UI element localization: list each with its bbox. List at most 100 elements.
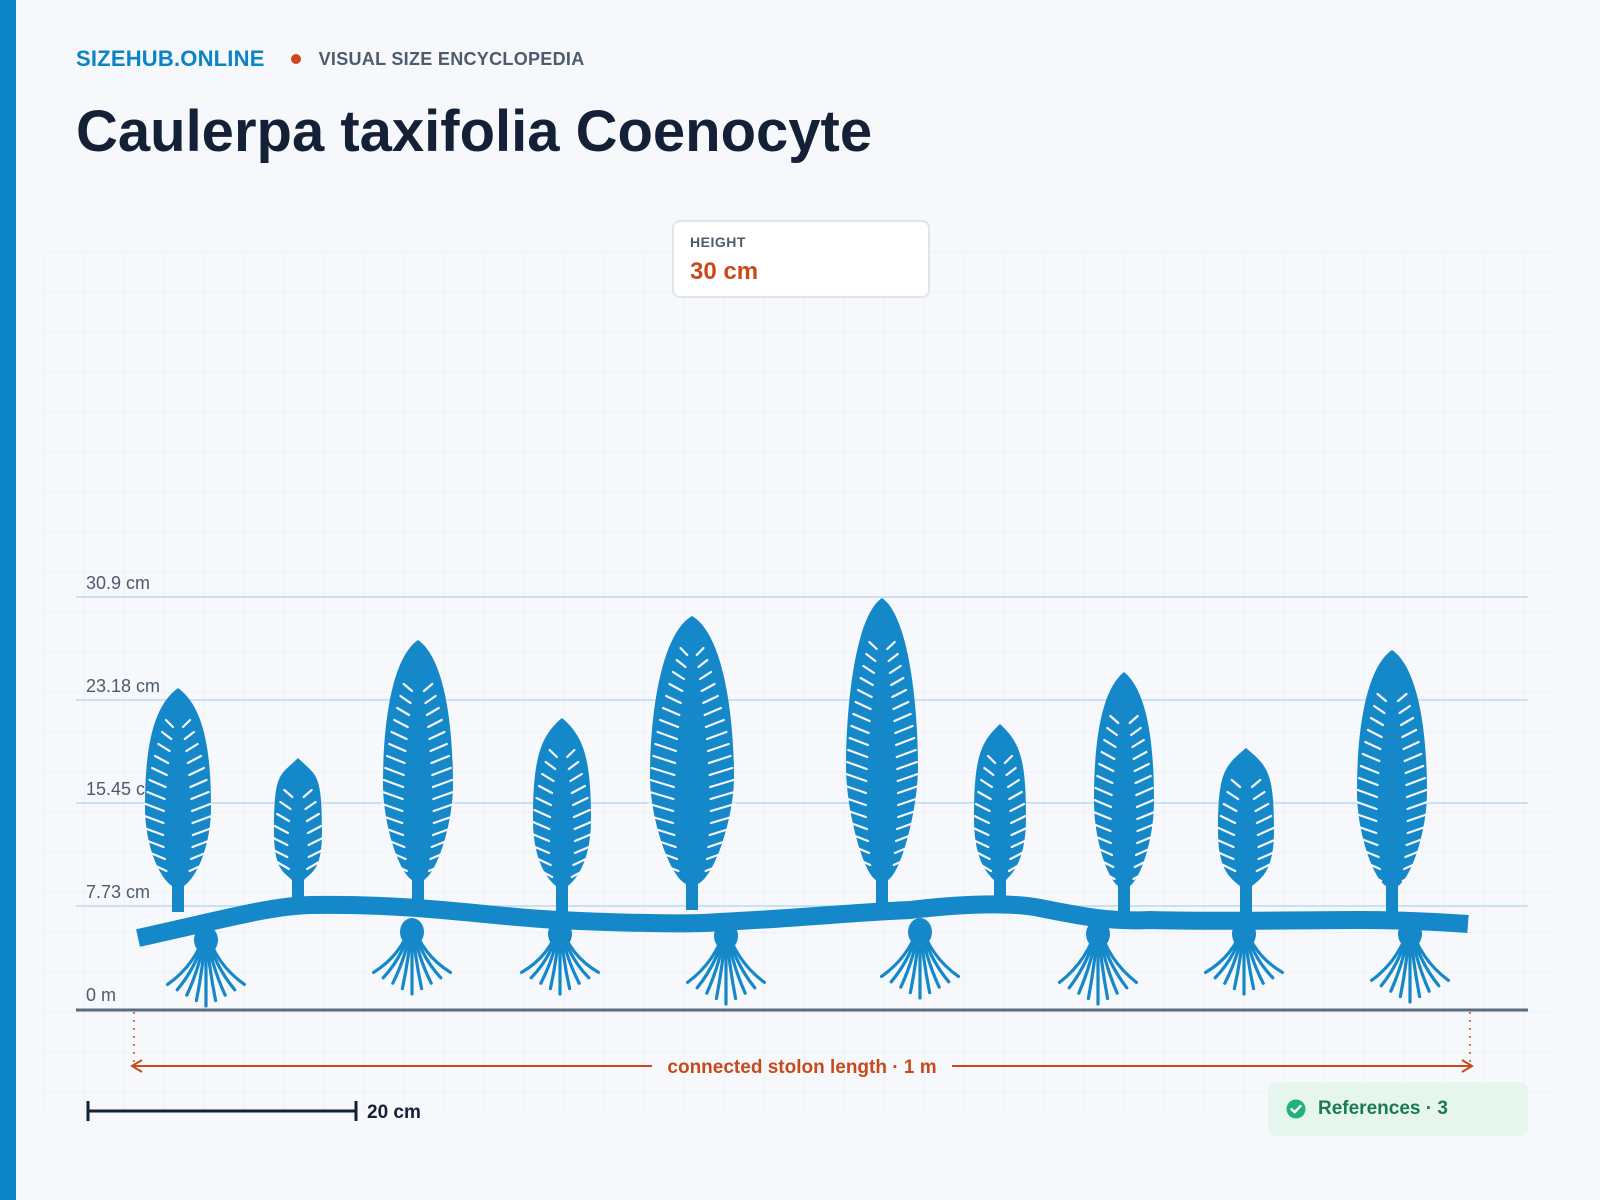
frond-3-pinnule: [382, 778, 405, 789]
frond-10-pinnule: [1361, 752, 1381, 763]
frond-5-pinnule: [665, 694, 682, 705]
frond-7-pinnule: [1006, 778, 1021, 789]
frond-10-pinnule: [1398, 704, 1411, 715]
frond-5-pinnule: [679, 646, 689, 657]
frond-7-pinnule: [973, 814, 990, 825]
frond-10-pinnule: [1403, 752, 1423, 763]
frond-3-pinnule: [399, 694, 412, 705]
frond-1-pinnule: [183, 730, 196, 741]
frond-7-pinnule: [1008, 790, 1023, 801]
frond-9-pinnule: [1255, 862, 1273, 873]
frond-6-pinnule: [853, 856, 872, 867]
site-tagline: VISUAL SIZE ENCYCLOPEDIA: [318, 48, 585, 69]
frond-2-pinnule: [307, 836, 324, 847]
frond-1-pinnule: [191, 838, 213, 849]
frond-9-pinnule: [1257, 838, 1276, 849]
frond-7-pinnule: [1007, 862, 1022, 873]
frond-1-pinnule: [143, 814, 165, 825]
y-axis-labels: 30.9 cm 23.18 cm 15.45 cm 7.73 cm 0 m: [86, 573, 160, 1005]
frond-3-pinnule: [422, 682, 434, 693]
frond-3-pinnule: [427, 718, 443, 729]
frond-10-pinnule: [1360, 848, 1380, 859]
rhizoid-cluster-8-base: [1398, 920, 1422, 948]
frond-6-pinnule: [848, 736, 870, 747]
frond-8-pinnule: [1093, 798, 1113, 809]
frond-6-pinnule: [845, 760, 868, 771]
frond-10-pinnule: [1396, 692, 1408, 703]
rhizoid-cluster-3-base: [548, 920, 572, 948]
frond-3-pinnule: [430, 838, 451, 849]
frond-7-pinnule: [986, 754, 997, 765]
frond-10-pinnule: [1354, 824, 1378, 835]
frond-9-pinnule: [1216, 850, 1235, 861]
frond-7-pinnule: [1010, 814, 1027, 825]
frond-8-pinnule: [1131, 738, 1145, 749]
frond-8-pinnule: [1103, 738, 1117, 749]
references-button[interactable]: References · 3: [1268, 1082, 1528, 1136]
frond-8-pinnule: [1100, 750, 1116, 761]
frond-7-pinnule: [971, 838, 990, 849]
rhizoid-cluster-1-base: [194, 926, 218, 954]
frond-5-pinnule: [656, 850, 679, 861]
y-label-7-73: 7.73 cm: [86, 882, 150, 902]
frond-10-pinnule: [1404, 764, 1425, 775]
frond-3-pinnule: [432, 790, 455, 801]
frond-5-pinnule: [650, 826, 676, 837]
frond-7-pinnule: [974, 802, 991, 813]
frond-3: [383, 640, 453, 906]
frond-6-pinnule: [850, 724, 870, 735]
frond-3-pinnule: [428, 862, 445, 873]
frond-2-pinnule: [272, 836, 289, 847]
frond-4-pinnule: [537, 784, 554, 795]
frond-9-pinnule: [1252, 790, 1266, 801]
frond-2-pinnule: [275, 860, 291, 871]
frond-9-pinnule: [1222, 802, 1238, 813]
frond-4-pinnule: [531, 820, 551, 831]
frond-6-pinnule: [862, 664, 876, 675]
frond-10-pinnule: [1399, 716, 1415, 727]
frond-4-pinnule: [548, 748, 558, 759]
frond-9-pinnule: [1226, 790, 1240, 801]
frond-2-pinnule: [306, 824, 323, 835]
frond-3-pinnule: [396, 706, 411, 717]
frond-5-pinnule: [703, 706, 723, 717]
frond-6-pinnule: [851, 844, 871, 855]
frond-8-pinnule: [1136, 810, 1156, 821]
frond-10-pinnule: [1359, 764, 1380, 775]
frond-8-pinnule: [1109, 714, 1120, 725]
frond-8-pinnule: [1134, 774, 1152, 785]
frond-8-pinnule: [1092, 810, 1112, 821]
rhizoid-cluster-2-base: [400, 918, 424, 946]
frond-3-pinnule: [382, 826, 405, 837]
frond-6-pinnule: [854, 700, 872, 711]
frond-3-pinnule: [393, 718, 409, 729]
frond-4-pinnule: [573, 820, 593, 831]
references-label: References · 3: [1318, 1098, 1448, 1119]
frond-6-pinnule: [856, 688, 873, 699]
frond-6-pinnule: [897, 796, 921, 807]
frond-1-pinnule: [188, 766, 206, 777]
frond-9-pinnule: [1256, 826, 1275, 837]
frond-3-pinnule: [424, 694, 437, 705]
frond-7-pinnule: [977, 790, 992, 801]
frond-5-pinnule: [648, 790, 675, 801]
frond-1-pinnule: [143, 838, 165, 849]
site-brand[interactable]: SIZEHUB.ONLINE: [76, 46, 265, 71]
frond-5-pinnule: [697, 658, 709, 669]
frond-3-pinnule: [384, 766, 405, 777]
frond-1-pinnule: [189, 850, 209, 861]
frond-5-pinnule: [704, 862, 725, 873]
frond-7-pinnule: [978, 862, 993, 873]
scale-bar-label: 20 cm: [367, 1102, 421, 1123]
frond-6-pinnule: [852, 712, 871, 723]
frond-5-pinnule: [700, 682, 716, 693]
frond-2-pinnule: [283, 788, 294, 799]
frond-1-pinnule: [191, 814, 213, 825]
frond-9-pinnule: [1250, 778, 1262, 789]
frond-8-pinnule: [1136, 822, 1157, 833]
frond-4-pinnule: [572, 808, 591, 819]
frond-8-pinnule: [1136, 834, 1156, 845]
frond-3-pinnule: [431, 766, 452, 777]
accent-bar: [0, 0, 16, 1200]
frond-1-pinnule: [144, 802, 166, 813]
